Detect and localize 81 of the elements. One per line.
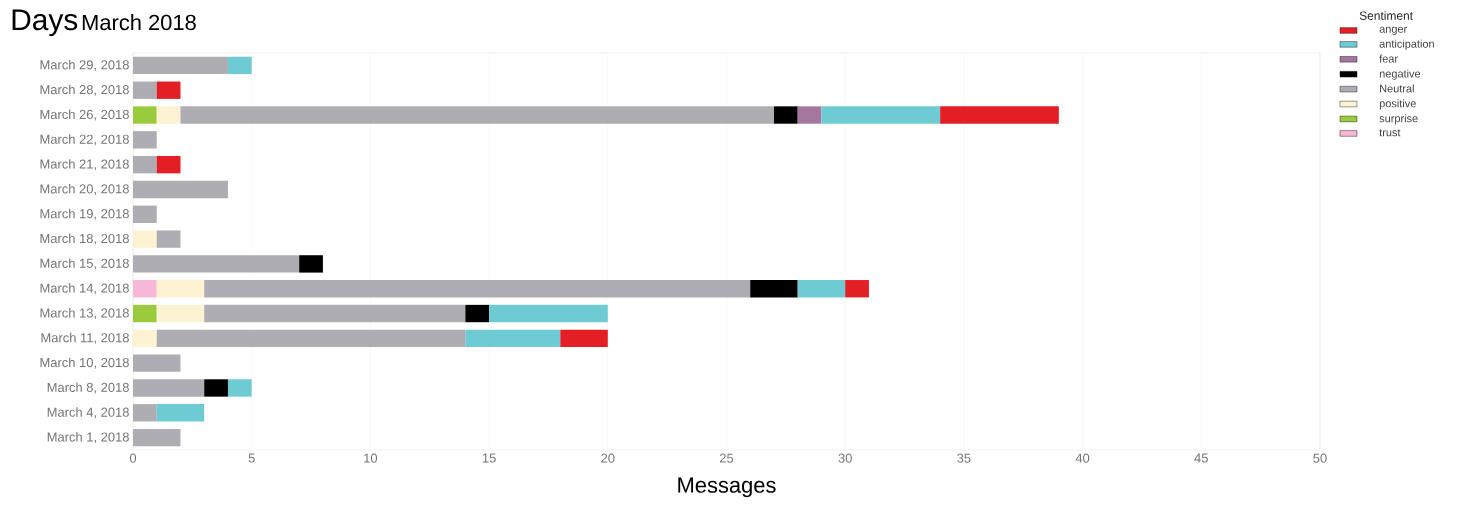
y-tick-label: March 26, 2018 [40, 109, 129, 121]
bar [773, 106, 798, 124]
x-tick-label: 15 [482, 453, 496, 463]
bar [797, 280, 846, 298]
y-tick-label: March 4, 2018 [47, 407, 129, 419]
bar [465, 329, 561, 348]
legend-label: anticipation [1379, 39, 1434, 50]
bar [489, 304, 608, 323]
y-tick-label: March 20, 2018 [40, 183, 129, 195]
x-tick-label: 0 [129, 453, 137, 463]
bar [133, 131, 157, 149]
bar [845, 280, 869, 298]
bar [156, 81, 181, 99]
y-tick-label: March 28, 2018 [40, 84, 129, 96]
legend-label: anger [1379, 26, 1408, 35]
bar [180, 106, 774, 124]
bar [156, 329, 466, 348]
bar [299, 255, 323, 273]
bar [156, 304, 205, 323]
bar [156, 280, 205, 298]
x-axis-title: Messages [678, 477, 776, 498]
y-tick-label: March 13, 2018 [40, 308, 129, 320]
bar [133, 379, 205, 397]
y-tick-label: March 8, 2018 [47, 382, 129, 394]
y-tick-label: March 29, 2018 [40, 59, 129, 71]
x-tick-label: 10 [364, 453, 378, 463]
chart-subtitle: March 2018 [82, 14, 196, 31]
bar [156, 155, 181, 174]
bar [560, 329, 608, 348]
bar [133, 428, 181, 447]
x-tick-label: 20 [601, 453, 615, 463]
y-tick-label: March 22, 2018 [40, 134, 129, 146]
bar [204, 304, 466, 323]
bar [465, 304, 490, 323]
legend-label: surprise [1379, 114, 1418, 125]
bar [133, 354, 181, 372]
x-tick-label: 40 [1075, 453, 1090, 463]
legend-label: fear [1379, 54, 1398, 63]
legend-label: trust [1379, 129, 1401, 137]
x-tick-label: 25 [719, 453, 734, 463]
bar [133, 404, 157, 422]
bar [133, 81, 157, 99]
legend-label: positive [1379, 99, 1416, 110]
bar [940, 106, 1059, 124]
y-tick-label: March 21, 2018 [40, 159, 129, 171]
x-tick-label: 35 [957, 453, 971, 463]
y-tick-label: March 19, 2018 [40, 208, 129, 220]
bar [821, 106, 941, 124]
x-tick-label: 5 [248, 453, 255, 463]
bar [227, 56, 252, 75]
y-tick-label: March 11, 2018 [41, 332, 129, 344]
y-tick-label: March 10, 2018 [40, 357, 129, 369]
legend-label: Neutral [1380, 84, 1414, 93]
bar [133, 205, 157, 223]
bar [204, 379, 228, 397]
legend-label: negative [1379, 69, 1421, 80]
bar [797, 106, 822, 124]
chart-title: Days [12, 9, 78, 37]
bar [156, 106, 181, 124]
bar [204, 280, 751, 298]
y-tick-label: March 15, 2018 [40, 258, 129, 270]
bar [133, 255, 300, 273]
bar [227, 379, 252, 397]
y-tick-label: March 14, 2018 [40, 283, 129, 295]
x-tick-label: 45 [1194, 453, 1208, 463]
bar [156, 404, 205, 422]
legend-title: Sentiment [1359, 11, 1413, 20]
bar [133, 106, 157, 124]
x-tick-label: 50 [1313, 453, 1327, 463]
bar [133, 56, 228, 75]
y-tick-label: March 18, 2018 [40, 233, 129, 245]
bar [133, 280, 157, 298]
bar [133, 329, 157, 348]
bar [156, 230, 181, 248]
bar [133, 230, 157, 248]
bar [133, 304, 157, 323]
bar [750, 280, 798, 298]
bar [133, 180, 228, 199]
y-tick-label: March 1, 2018 [47, 432, 129, 444]
bar [133, 155, 157, 174]
x-tick-label: 30 [838, 453, 852, 463]
